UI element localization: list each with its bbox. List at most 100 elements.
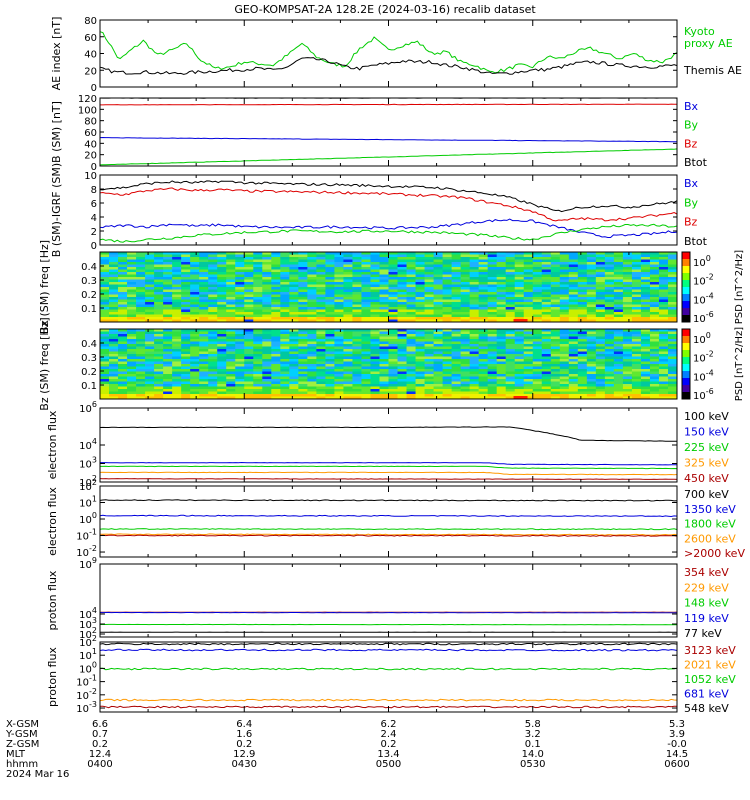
spectrogram-cell xyxy=(244,329,254,332)
spectrogram-cell xyxy=(289,262,299,265)
spectrogram-cell xyxy=(388,287,399,290)
spectrogram-cell xyxy=(514,344,525,347)
spectrogram-cell xyxy=(190,257,200,260)
spectrogram-cell xyxy=(415,356,426,360)
spectrogram-cell xyxy=(388,391,399,395)
spectrogram-cell xyxy=(514,279,525,283)
spectrogram-cell xyxy=(595,269,606,273)
spectrogram-cell xyxy=(388,354,399,357)
spectrogram-cell xyxy=(397,361,408,365)
spectrogram-cell xyxy=(127,302,137,305)
colorbar-label: PSD [nT^2/Hz] xyxy=(734,327,745,401)
spectrogram-cell xyxy=(577,254,588,258)
spectrogram-cell xyxy=(217,384,227,387)
ephemeris-value: 14.5 xyxy=(666,749,688,760)
spectrogram-cell xyxy=(289,329,299,332)
spectrogram-cell xyxy=(667,259,678,263)
spectrogram-cell xyxy=(469,364,480,367)
spectrogram-cell xyxy=(613,267,624,270)
spectrogram-cell xyxy=(487,269,498,273)
spectrogram-cell xyxy=(424,312,435,315)
spectrogram-cell xyxy=(298,282,308,285)
spectrogram-cell xyxy=(487,361,498,365)
spectrogram-cell xyxy=(280,317,290,320)
spectrogram-cell xyxy=(199,394,209,397)
spectrogram-cell xyxy=(145,307,155,310)
spectrogram-cell xyxy=(343,257,353,260)
spectrogram-cell xyxy=(595,394,606,397)
spectrogram-cell xyxy=(541,272,552,275)
spectrogram-cell xyxy=(613,284,624,288)
spectrogram-cell xyxy=(154,274,164,278)
spectrogram-cell xyxy=(145,349,155,352)
ephemeris-value: 2.4 xyxy=(381,729,397,740)
spectrogram-cell xyxy=(586,389,597,392)
spectrogram-cell xyxy=(469,299,480,303)
spectrogram-cell xyxy=(208,299,218,303)
spectrogram-cell xyxy=(190,389,200,392)
spectrogram-cell xyxy=(244,346,254,350)
spectrogram-cell xyxy=(217,374,227,377)
spectrogram-cell xyxy=(415,371,426,375)
spectrogram-cell xyxy=(316,396,326,400)
spectrogram-cell xyxy=(244,284,254,288)
spectrogram-cell xyxy=(586,297,597,300)
spectrogram-cell xyxy=(541,309,552,313)
spectrogram-cell xyxy=(559,374,570,377)
spectrogram-cell xyxy=(532,334,543,337)
spectrogram-cell xyxy=(577,349,588,352)
spectrogram-cell xyxy=(370,376,380,380)
spectrogram-cell xyxy=(253,267,263,270)
spectrogram-cell xyxy=(550,287,561,290)
legend-label: Bz xyxy=(684,137,698,150)
y-tick-label: 0.3 xyxy=(81,276,97,287)
spectrogram-cell xyxy=(352,394,362,397)
spectrogram-cell xyxy=(397,364,408,367)
spectrogram-cell xyxy=(613,264,624,268)
spectrogram-cell xyxy=(244,349,254,352)
spectrogram-cell xyxy=(442,309,453,313)
spectrogram-cell xyxy=(181,374,191,377)
spectrogram-cell xyxy=(163,379,173,382)
spectrogram-cell xyxy=(379,344,389,347)
spectrogram-cell xyxy=(370,279,380,283)
spectrogram-cell xyxy=(280,389,290,392)
spectrogram-cell xyxy=(613,289,624,293)
spectrogram-cell xyxy=(658,259,669,263)
spectrogram-cell xyxy=(568,394,579,397)
spectrogram-cell xyxy=(190,386,200,390)
spectrogram-cell xyxy=(604,349,615,352)
spectrogram-cell xyxy=(262,336,272,340)
spectrogram-cell xyxy=(289,354,299,357)
spectrogram-cell xyxy=(136,394,146,397)
spectrogram-cell xyxy=(667,376,678,380)
spectrogram-cell xyxy=(370,381,380,385)
spectrogram-cell xyxy=(154,389,164,392)
spectrogram-cell xyxy=(226,376,236,380)
spectrogram-cell xyxy=(307,309,317,313)
spectrogram-cell xyxy=(577,381,588,385)
spectrogram-cell xyxy=(640,354,651,357)
spectrogram-cell xyxy=(109,356,119,360)
spectrogram-cell xyxy=(244,356,254,360)
spectrogram-cell xyxy=(631,304,642,308)
spectrogram-cell xyxy=(631,356,642,360)
spectrogram-cell xyxy=(478,299,489,303)
spectrogram-cell xyxy=(586,394,597,397)
spectrogram-cell xyxy=(244,289,254,293)
spectrogram-cell xyxy=(118,394,128,397)
spectrogram-cell xyxy=(379,356,389,360)
spectrogram-cell xyxy=(199,267,209,270)
spectrogram-cell xyxy=(307,329,317,332)
spectrogram-cell xyxy=(289,389,299,392)
spectrogram-cell xyxy=(127,386,137,390)
spectrogram-cell xyxy=(325,356,335,360)
spectrogram-cell xyxy=(424,351,435,355)
spectrogram-cell xyxy=(370,334,380,337)
spectrogram-cell xyxy=(334,336,344,340)
spectrogram-cell xyxy=(532,292,543,295)
spectrogram-cell xyxy=(658,254,669,258)
spectrogram-cell xyxy=(559,302,570,305)
spectrogram-cell xyxy=(199,297,209,300)
spectrogram-cell xyxy=(622,386,633,390)
